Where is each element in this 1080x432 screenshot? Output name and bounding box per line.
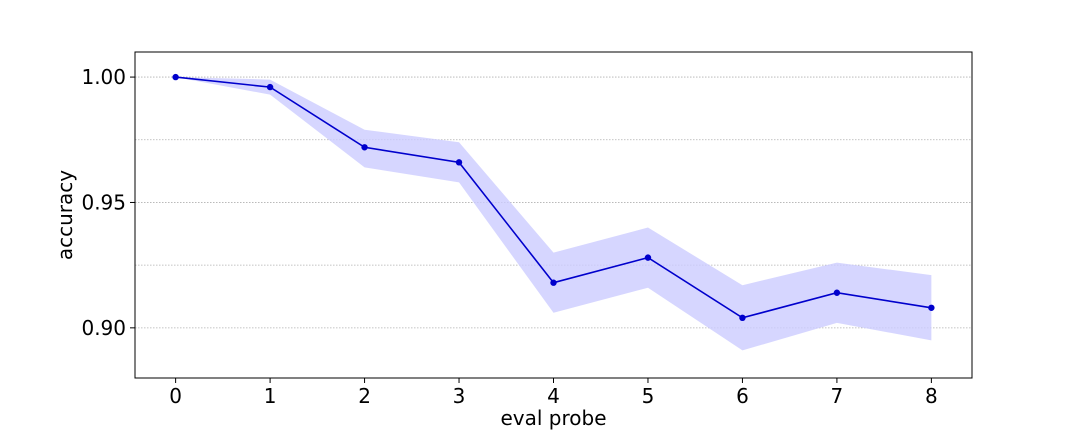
y-tick-label: 1.00: [81, 65, 126, 89]
x-tick-label: 4: [547, 384, 560, 408]
data-point: [361, 144, 368, 151]
x-tick-label: 7: [831, 384, 844, 408]
data-point: [739, 314, 746, 322]
x-tick-label: 2: [358, 384, 371, 408]
data-point: [550, 279, 557, 286]
y-tick-label: 0.90: [81, 316, 126, 340]
x-tick-label: 6: [736, 384, 749, 408]
series-points-layer: [172, 73, 935, 322]
data-point: [644, 254, 652, 261]
confidence-band: [175, 77, 932, 351]
plot-frame: [134, 51, 973, 379]
data-point: [172, 73, 179, 81]
x-tick-label: 5: [642, 384, 655, 408]
data-point: [455, 159, 463, 166]
x-axis-ticks: 0 1 2 3 4 5 6 7 8: [169, 378, 938, 408]
y-axis-ticks: 0.90 0.95 1.00: [81, 65, 135, 340]
x-tick-label: 8: [925, 384, 938, 408]
x-axis-label: eval probe: [500, 406, 606, 430]
x-tick-label: 3: [453, 384, 466, 408]
y-axis-label: accuracy: [53, 170, 77, 260]
y-tick-label: 0.95: [81, 190, 126, 214]
x-tick-label: 1: [264, 384, 277, 408]
data-point: [833, 289, 841, 296]
confidence-band-layer: [175, 77, 932, 351]
x-tick-label: 0: [169, 384, 182, 408]
data-point: [266, 83, 274, 91]
data-point: [928, 304, 935, 311]
